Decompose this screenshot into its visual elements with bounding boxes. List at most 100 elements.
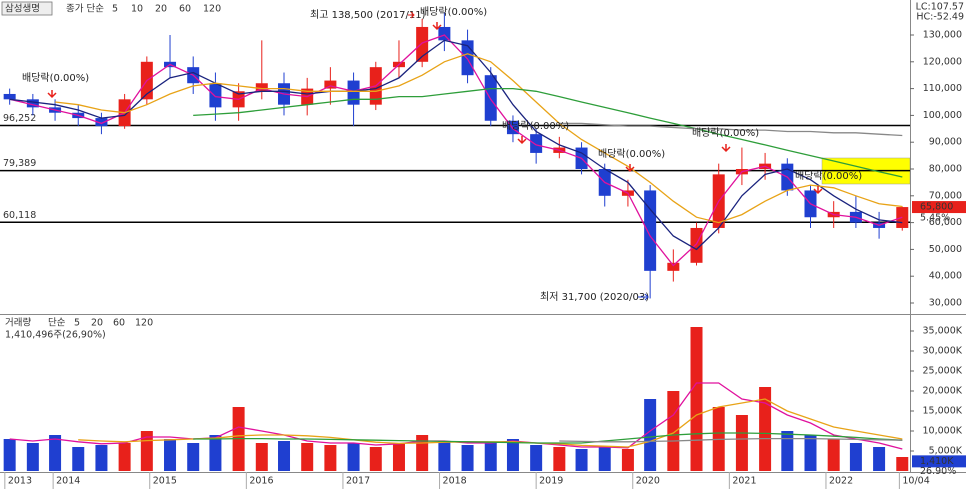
- ma-line: [193, 432, 903, 444]
- y-tick-label: 80,000: [929, 164, 962, 175]
- x-tick-label: 2014: [56, 476, 80, 487]
- x-tick-label: 2018: [443, 476, 467, 487]
- legend-item: 60: [113, 318, 125, 329]
- last-volume-label: 1,410K: [920, 456, 954, 467]
- volume-bar: [484, 443, 497, 471]
- dividend-arrow: [432, 22, 442, 31]
- y-tick-label: 130,000: [923, 30, 962, 41]
- x-tick-label: 2017: [346, 476, 370, 487]
- candle-body: [438, 26, 451, 41]
- dividend-arrow: [517, 136, 527, 145]
- y-tick-label: 10,000K: [923, 426, 963, 437]
- dividend-annotation: 배당락(0.00%): [22, 72, 89, 84]
- y-tick-label: 25,000K: [923, 366, 963, 377]
- volume-bar: [72, 447, 85, 471]
- volume-bar: [827, 439, 840, 471]
- y-tick-label: 35,000K: [923, 326, 963, 337]
- legend-item: 120: [135, 318, 153, 329]
- volume-bar: [667, 391, 680, 471]
- volume-bar: [438, 441, 451, 471]
- volume-bar: [164, 439, 177, 471]
- dividend-annotation: 배당락(0.00%): [420, 6, 487, 18]
- volume-bar: [735, 415, 748, 471]
- volume-bar: [301, 443, 314, 471]
- y-tick-label: 30,000K: [923, 346, 963, 357]
- dividend-arrow: [47, 90, 57, 99]
- dividend-arrow: [625, 164, 635, 173]
- y-tick-label: 40,000: [929, 271, 962, 282]
- legend-item: 120: [203, 4, 221, 15]
- ma-line: [9, 34, 903, 267]
- x-tick-label: 2020: [636, 476, 660, 487]
- volume-bar: [49, 435, 62, 471]
- candle-body: [95, 118, 108, 127]
- volume-bar: [3, 439, 16, 471]
- last-volume-tag: [912, 455, 966, 468]
- volume-bar: [598, 447, 611, 471]
- high-annotation: 최고 138,500 (2017/11): [310, 9, 426, 21]
- hc-label: HC:-52.49: [916, 12, 964, 23]
- volume-bar: [644, 399, 657, 471]
- y-tick-label: 110,000: [923, 83, 962, 94]
- volume-bar: [461, 445, 474, 471]
- candle-body: [667, 262, 680, 271]
- volume-bar: [621, 449, 634, 471]
- ma-line: [193, 87, 903, 178]
- volume-bar: [278, 441, 291, 471]
- legend-item: 20: [91, 318, 103, 329]
- volume-bar: [690, 327, 703, 471]
- last-price-tag: [912, 201, 966, 214]
- volume-bar: [553, 447, 566, 471]
- lc-label: LC:107.57: [916, 2, 964, 13]
- x-tick-label: 2022: [829, 476, 853, 487]
- y-tick-label: 100,000: [923, 110, 962, 121]
- change-label: 5.45%: [920, 213, 950, 224]
- volume-title: 거래량: [5, 317, 31, 329]
- level-label: 60,118: [3, 210, 36, 221]
- y-tick-label: 50,000: [929, 244, 962, 255]
- dividend-annotation: 배당락(0.00%): [692, 127, 759, 139]
- volume-bar: [781, 431, 794, 471]
- high-arrow: [408, 11, 415, 19]
- dividend-annotation: 배당락(0.00%): [795, 170, 862, 182]
- y-tick-label: 70,000: [929, 190, 962, 201]
- x-tick-label: 2019: [539, 476, 563, 487]
- dividend-annotation: 배당락(0.00%): [598, 148, 665, 160]
- volume-info: 1,410,496주(26,90%): [5, 330, 106, 341]
- low-arrow: [638, 293, 649, 301]
- candle-body: [255, 83, 268, 92]
- legend-item: 20: [155, 4, 167, 15]
- x-tick-label: 10/04: [902, 476, 929, 487]
- symbol: 삼성생명: [5, 4, 40, 15]
- ma-line: [9, 39, 903, 251]
- candle-body: [690, 227, 703, 263]
- volume-bar: [873, 447, 886, 471]
- candle-body: [347, 80, 360, 105]
- legend-item: 60: [179, 4, 191, 15]
- ma-line: [559, 122, 903, 137]
- x-tick-label: 2021: [732, 476, 756, 487]
- candle-body: [530, 134, 543, 153]
- volume-bar: [575, 449, 588, 471]
- x-tick-label: 2015: [153, 476, 177, 487]
- ma-line: [559, 437, 903, 443]
- y-tick-label: 120,000: [923, 56, 962, 67]
- candle-body: [3, 93, 16, 100]
- y-tick-label: 5,000K: [929, 446, 963, 457]
- candle-body: [324, 80, 337, 89]
- volume-bar: [416, 435, 429, 471]
- volume-bar: [759, 387, 772, 471]
- legend-item: 5: [112, 4, 118, 15]
- volume-change-label: 26.90%: [920, 466, 956, 477]
- volume-bar: [255, 443, 268, 471]
- volume-bar: [530, 445, 543, 471]
- symbol-box[interactable]: [1, 1, 53, 16]
- volume-bar: [506, 439, 519, 471]
- volume-prefix: 단순: [48, 318, 66, 329]
- candle-body: [209, 83, 222, 108]
- legend-item: 5: [74, 318, 80, 329]
- legend-prefix: 종가 단순: [66, 4, 104, 15]
- last-price-label: 65,800: [920, 202, 953, 213]
- x-tick-label: 2016: [249, 476, 273, 487]
